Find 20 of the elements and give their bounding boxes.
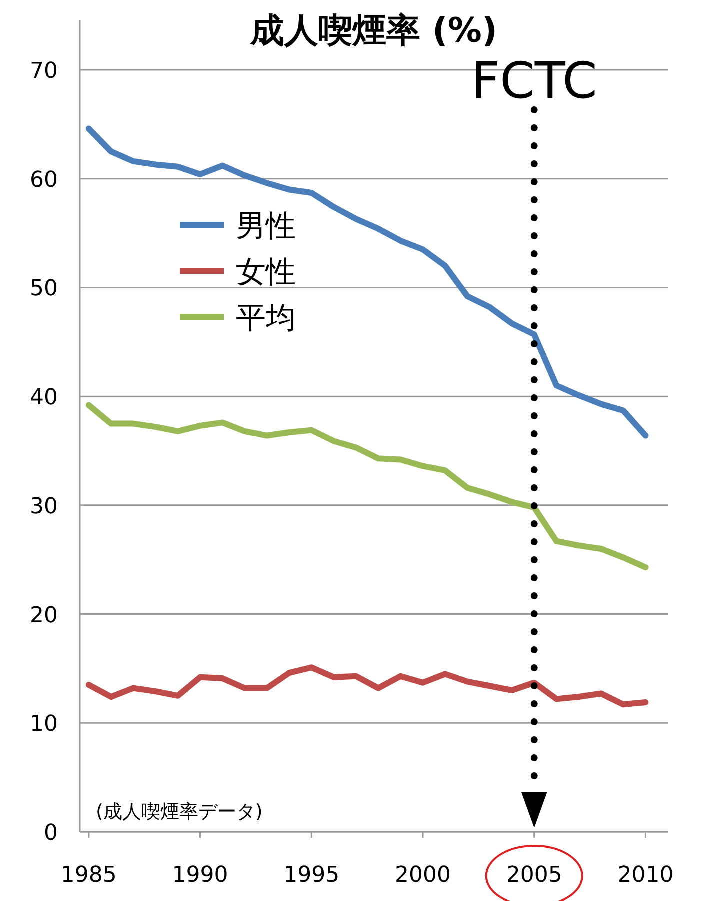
ref-line-label: FCTC: [471, 52, 598, 110]
y-tick-label: 70: [30, 59, 58, 84]
x-tick-label: 2010: [618, 863, 674, 888]
x-tick-label: 1985: [60, 863, 117, 888]
legend-label: 男性: [236, 209, 296, 244]
x-tick-label: 2000: [395, 863, 451, 888]
chart-title: 成人喫煙率 (%): [250, 11, 498, 51]
x-tick-label: 1990: [172, 863, 228, 888]
y-tick-label: 30: [30, 494, 58, 520]
legend-label: 女性: [236, 255, 296, 290]
x-tick-label: 2005: [506, 863, 562, 888]
y-tick-label: 40: [30, 386, 58, 411]
y-tick-label: 50: [30, 276, 58, 302]
legend-label: 平均: [236, 301, 296, 336]
y-tick-label: 20: [30, 603, 58, 628]
y-tick-label: 10: [30, 712, 58, 738]
x-tick-label: 1995: [284, 863, 340, 888]
annotation: (成人喫煙率データ): [96, 801, 263, 823]
y-tick-label: 0: [44, 821, 58, 846]
y-tick-label: 60: [30, 168, 58, 193]
